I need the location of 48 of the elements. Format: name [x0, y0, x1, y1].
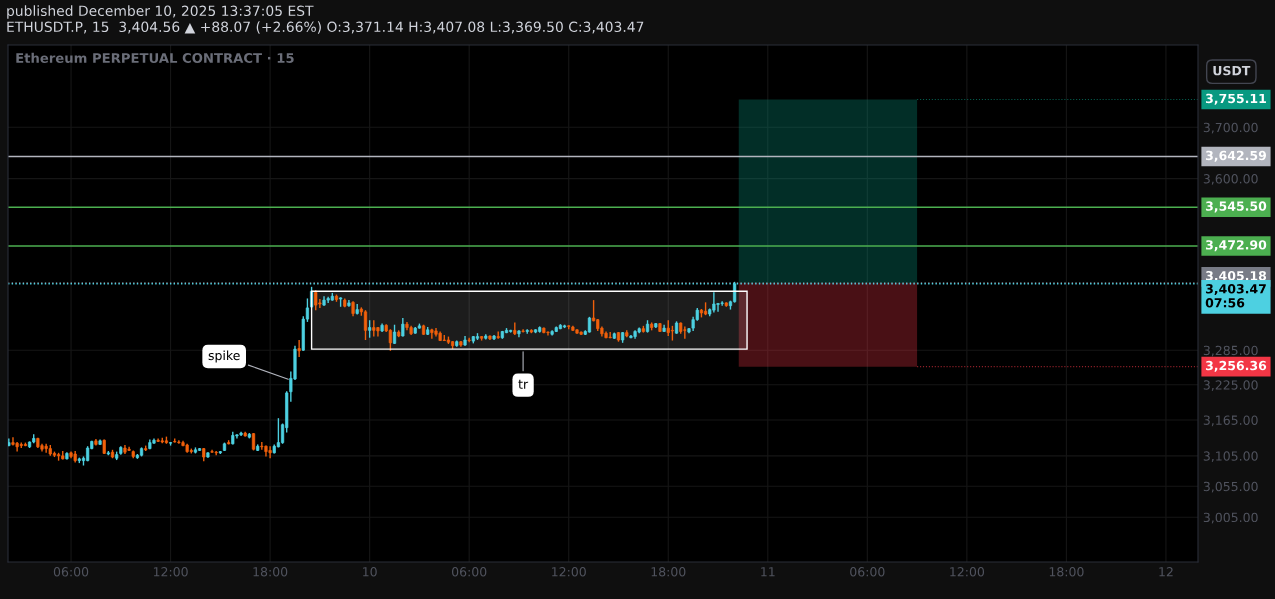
- y-tick-label: 3,165.00: [1203, 415, 1258, 427]
- x-tick-label: 18:00: [253, 567, 288, 577]
- candlestick: [297, 339, 301, 358]
- x-tick-label: 11: [761, 567, 775, 577]
- y-tick-label: 3,285.00: [1203, 345, 1258, 357]
- candlestick: [683, 325, 687, 340]
- ref-line-label: 3,403.47 07:56: [1205, 284, 1266, 308]
- y-tick-label: 3,105.00: [1203, 451, 1258, 463]
- y-tick-label: 3,700.00: [1203, 122, 1258, 134]
- candlestick: [276, 417, 280, 449]
- ref-line-label: 3,405.18: [1205, 271, 1267, 283]
- x-tick-label: 06:00: [451, 567, 487, 577]
- x-tick-label: 18:00: [1049, 567, 1084, 577]
- ref-line-label: 3,472.90: [1205, 240, 1267, 252]
- candlestick: [388, 328, 392, 352]
- candlestick: [392, 324, 397, 345]
- x-tick-label: 06:00: [850, 567, 885, 577]
- candlestick: [15, 441, 19, 453]
- y-tick-label: 3,225.00: [1203, 380, 1258, 391]
- candlestick: [716, 302, 720, 313]
- x-tick-label: 12:00: [153, 567, 188, 577]
- candlestick: [363, 309, 368, 341]
- candlestick: [260, 441, 264, 451]
- x-tick-label: 12:00: [950, 567, 985, 577]
- candlestick: [314, 289, 318, 311]
- x-tick-label: 12: [1159, 567, 1173, 577]
- x-tick-label: 12:00: [552, 567, 586, 577]
- ref-line-label: 3,642.59: [1205, 150, 1267, 162]
- chart-title: published December 10, 2025 13:37:05 EST: [7, 5, 314, 19]
- annotation: spike: [208, 350, 240, 363]
- band-label: 3,755.11: [1205, 93, 1266, 105]
- annotation: tr: [518, 379, 529, 389]
- annotation: Ethereum PERPETUAL CONTRACT · 15: [16, 52, 294, 63]
- x-tick-label: 18:00: [651, 567, 686, 577]
- ref-line-label: 3,545.50: [1205, 201, 1267, 213]
- x-tick-label: 06:00: [53, 567, 89, 577]
- band-label: 3,256.36: [1205, 360, 1267, 372]
- candlestick: [720, 300, 724, 307]
- y-tick-label: 3,600.00: [1203, 174, 1258, 185]
- candlestick: [268, 445, 272, 459]
- y-tick-label: 3,055.00: [1203, 481, 1258, 493]
- y-tick-label: 3,005.00: [1203, 512, 1258, 524]
- candlestick: [44, 443, 48, 454]
- x-tick-label: 10: [363, 567, 377, 577]
- candlestick: [712, 291, 716, 314]
- y-axis-title: USDT: [1213, 65, 1251, 76]
- chart-subtitle: ETHUSDT.P, 15 3,404.56 ▲ +88.07 (+2.66%) O:3,371.14 H:3,407.08 L:3,369.50 C:3,403.47: [7, 21, 644, 34]
- candlestick: [401, 317, 405, 338]
